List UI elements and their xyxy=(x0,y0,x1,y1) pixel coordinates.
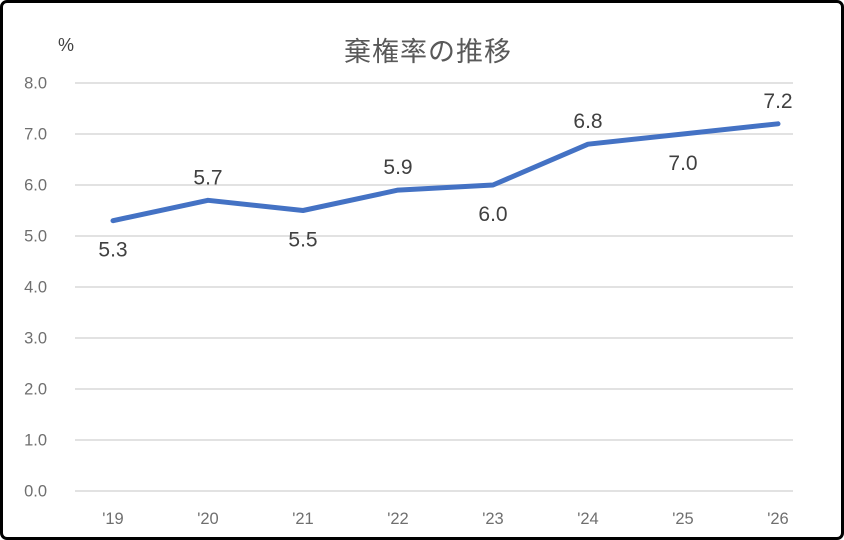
x-tick-label: '21 xyxy=(292,510,314,528)
y-tick-label: 7.0 xyxy=(24,126,47,144)
x-tick-label: '25 xyxy=(672,510,694,528)
y-tick-label: 1.0 xyxy=(24,432,47,450)
x-axis-tick-labels: '19 '20 '21 '22 '23 '24 '25 '26 xyxy=(102,510,789,528)
y-tick-label: 6.0 xyxy=(24,177,47,195)
x-tick-label: '20 xyxy=(197,510,219,528)
data-label: 5.3 xyxy=(98,239,127,262)
chart-title: 棄権率の推移 xyxy=(344,37,512,67)
x-tick-label: '19 xyxy=(102,510,124,528)
data-label: 5.5 xyxy=(288,229,317,252)
data-label: 6.0 xyxy=(478,203,507,226)
data-label: 6.8 xyxy=(573,110,602,133)
data-series xyxy=(110,121,781,224)
data-label: 5.9 xyxy=(383,156,412,179)
y-tick-label: 2.0 xyxy=(24,381,47,399)
y-tick-label: 8.0 xyxy=(24,75,47,93)
y-tick-label: 3.0 xyxy=(24,330,47,348)
gridlines xyxy=(75,82,793,492)
data-labels: 5.3 5.7 5.5 5.9 6.0 6.8 7.0 7.2 xyxy=(98,90,792,262)
data-label: 7.2 xyxy=(763,90,792,113)
y-tick-label: 4.0 xyxy=(24,279,47,297)
data-line xyxy=(110,121,781,224)
x-tick-label: '24 xyxy=(577,510,599,528)
y-axis-unit-label: % xyxy=(58,35,75,55)
y-axis-tick-labels: 0.0 1.0 2.0 3.0 4.0 5.0 6.0 7.0 8.0 xyxy=(24,75,47,501)
y-tick-label: 5.0 xyxy=(24,228,47,246)
line-chart: 0.0 1.0 2.0 3.0 4.0 5.0 6.0 7.0 8.0 '19 '20 '21 '22… xyxy=(24,75,793,528)
data-label: 5.7 xyxy=(193,166,222,189)
x-tick-label: '22 xyxy=(387,510,409,528)
x-tick-label: '26 xyxy=(767,510,789,528)
x-tick-label: '23 xyxy=(482,510,504,528)
data-label: 7.0 xyxy=(668,152,697,175)
y-tick-label: 0.0 xyxy=(24,483,47,501)
